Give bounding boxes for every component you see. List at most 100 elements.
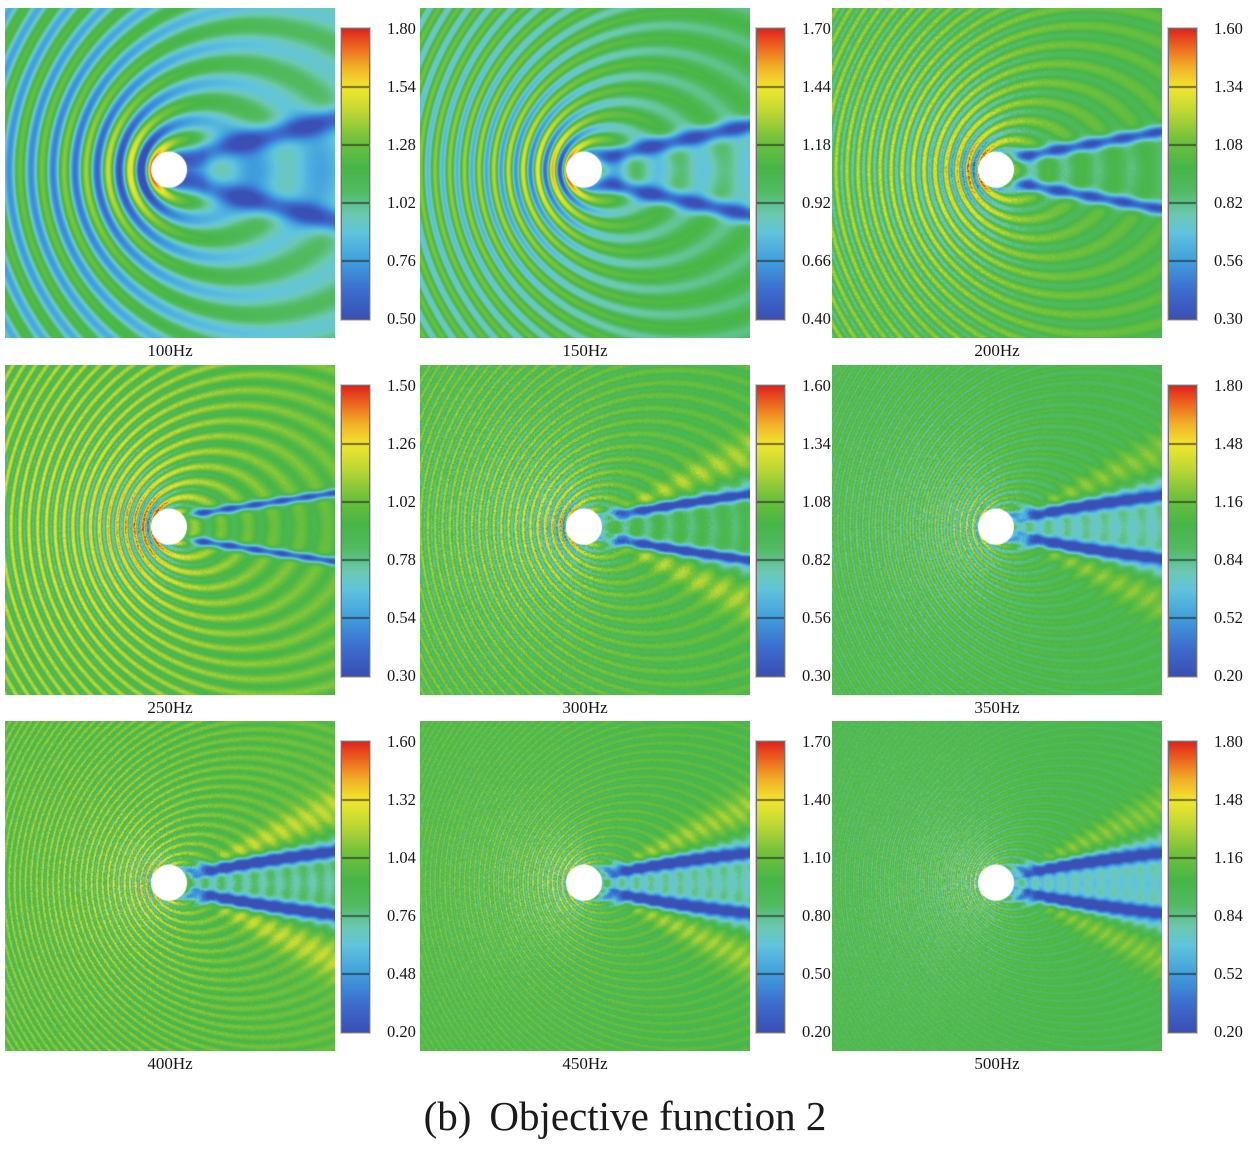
colorbar-gradient bbox=[1167, 384, 1198, 678]
colorbar-tick-label: 1.34 bbox=[802, 434, 831, 453]
field-heatmap bbox=[5, 8, 335, 338]
colorbar-tick-label: 0.30 bbox=[1214, 309, 1243, 328]
colorbar-tick-label: 1.28 bbox=[387, 135, 416, 154]
subplot-frequency-label: 100Hz bbox=[147, 341, 193, 360]
field-heatmap bbox=[420, 8, 750, 338]
colorbar: 1.80 1.48 1.16 0.84 0.52 0.20 bbox=[1167, 733, 1246, 1041]
colorbar-tick-label: 1.04 bbox=[387, 848, 416, 867]
colorbar-tick-label: 1.02 bbox=[387, 492, 416, 511]
colorbar-tick-label: 0.54 bbox=[387, 608, 416, 627]
colorbar-tick-label: 1.60 bbox=[802, 376, 831, 395]
colorbar: 1.60 1.34 1.08 0.82 0.56 0.30 bbox=[1167, 20, 1246, 328]
colorbar-tick-label: 0.20 bbox=[1214, 666, 1243, 685]
subplot-frequency-label: 300Hz bbox=[562, 698, 608, 717]
colorbar-gradient bbox=[1167, 27, 1198, 321]
subplot-100hz: 1.80 1.54 1.28 1.02 0.76 0.50 100Hz bbox=[5, 8, 419, 366]
colorbar-tick-label: 1.80 bbox=[1214, 732, 1243, 751]
colorbar-tick-label: 1.08 bbox=[1214, 135, 1243, 154]
colorbar-tick-label: 1.16 bbox=[1214, 492, 1243, 511]
colorbar-tick-label: 0.52 bbox=[1214, 964, 1243, 983]
colorbar: 1.60 1.34 1.08 0.82 0.56 0.30 bbox=[755, 377, 834, 685]
colorbar-tick-label: 0.48 bbox=[387, 964, 416, 983]
subplot-450hz: 1.70 1.40 1.10 0.80 0.50 0.20 450Hz bbox=[420, 721, 834, 1079]
colorbar-tick-label: 0.82 bbox=[1214, 193, 1243, 212]
subplot-frequency-label: 150Hz bbox=[562, 341, 608, 360]
field-heatmap bbox=[420, 365, 750, 695]
subplot-frequency-label: 200Hz bbox=[974, 341, 1020, 360]
figure-caption: (b) Objective function 2 bbox=[0, 1092, 1250, 1140]
colorbar-tick-label: 1.48 bbox=[1214, 434, 1243, 453]
colorbar-tick-label: 0.50 bbox=[802, 964, 831, 983]
field-heatmap bbox=[420, 721, 750, 1051]
colorbar-tick-label: 1.70 bbox=[802, 19, 831, 38]
subplot-300hz: 1.60 1.34 1.08 0.82 0.56 0.30 300Hz bbox=[420, 365, 834, 723]
field-heatmap bbox=[832, 8, 1162, 338]
colorbar: 1.60 1.32 1.04 0.76 0.48 0.20 bbox=[340, 733, 419, 1041]
colorbar-tick-label: 1.26 bbox=[387, 434, 416, 453]
subplot-frequency-label: 250Hz bbox=[147, 698, 193, 717]
subplot-frequency-label: 500Hz bbox=[974, 1054, 1020, 1073]
field-heatmap bbox=[5, 365, 335, 695]
colorbar-tick-label: 1.32 bbox=[387, 790, 416, 809]
colorbar-tick-label: 0.84 bbox=[1214, 550, 1243, 569]
colorbar-gradient bbox=[755, 740, 786, 1034]
colorbar-tick-label: 0.56 bbox=[802, 608, 831, 627]
caption-text: Objective function 2 bbox=[489, 1093, 827, 1139]
colorbar-tick-label: 1.40 bbox=[802, 790, 831, 809]
colorbar-tick-label: 0.92 bbox=[802, 193, 831, 212]
colorbar-tick-label: 0.52 bbox=[1214, 608, 1243, 627]
subplot-frequency-label: 350Hz bbox=[974, 698, 1020, 717]
subplot-500hz: 1.80 1.48 1.16 0.84 0.52 0.20 500Hz bbox=[832, 721, 1246, 1079]
colorbar-tick-label: 0.56 bbox=[1214, 251, 1243, 270]
subplot-350hz: 1.80 1.48 1.16 0.84 0.52 0.20 350Hz bbox=[832, 365, 1246, 723]
field-heatmap bbox=[832, 365, 1162, 695]
caption-index: (b) bbox=[423, 1093, 472, 1139]
colorbar-tick-label: 0.66 bbox=[802, 251, 831, 270]
colorbar-tick-label: 1.60 bbox=[387, 732, 416, 751]
colorbar-tick-label: 0.20 bbox=[387, 1022, 416, 1041]
colorbar-tick-label: 1.18 bbox=[802, 135, 831, 154]
colorbar-tick-label: 1.16 bbox=[1214, 848, 1243, 867]
colorbar: 1.80 1.54 1.28 1.02 0.76 0.50 bbox=[340, 20, 419, 328]
subplot-200hz: 1.60 1.34 1.08 0.82 0.56 0.30 200Hz bbox=[832, 8, 1246, 366]
colorbar-tick-label: 1.60 bbox=[1214, 19, 1243, 38]
colorbar-tick-label: 1.44 bbox=[802, 77, 831, 96]
colorbar-tick-label: 1.50 bbox=[387, 376, 416, 395]
colorbar-gradient bbox=[340, 27, 371, 321]
colorbar: 1.50 1.26 1.02 0.78 0.54 0.30 bbox=[340, 377, 419, 685]
colorbar-tick-label: 1.34 bbox=[1214, 77, 1243, 96]
subplot-150hz: 1.70 1.44 1.18 0.92 0.66 0.40 150Hz bbox=[420, 8, 834, 366]
colorbar-gradient bbox=[340, 384, 371, 678]
colorbar-tick-label: 0.84 bbox=[1214, 906, 1243, 925]
colorbar-gradient bbox=[1167, 740, 1198, 1034]
colorbar-tick-label: 1.10 bbox=[802, 848, 831, 867]
subplot-frequency-label: 400Hz bbox=[147, 1054, 193, 1073]
colorbar-tick-label: 1.80 bbox=[1214, 376, 1243, 395]
subplot-400hz: 1.60 1.32 1.04 0.76 0.48 0.20 400Hz bbox=[5, 721, 419, 1079]
colorbar-tick-label: 0.20 bbox=[1214, 1022, 1243, 1041]
field-heatmap bbox=[5, 721, 335, 1051]
colorbar-tick-label: 0.40 bbox=[802, 309, 831, 328]
colorbar-tick-label: 1.48 bbox=[1214, 790, 1243, 809]
colorbar-gradient bbox=[340, 740, 371, 1034]
colorbar-tick-label: 1.08 bbox=[802, 492, 831, 511]
field-heatmap bbox=[832, 721, 1162, 1051]
colorbar-tick-label: 0.50 bbox=[387, 309, 416, 328]
colorbar-gradient bbox=[755, 27, 786, 321]
colorbar-tick-label: 0.20 bbox=[802, 1022, 831, 1041]
colorbar-tick-label: 0.76 bbox=[387, 906, 416, 925]
colorbar-tick-label: 1.80 bbox=[387, 19, 416, 38]
colorbar-tick-label: 0.30 bbox=[802, 666, 831, 685]
colorbar: 1.70 1.44 1.18 0.92 0.66 0.40 bbox=[755, 20, 834, 328]
colorbar-tick-label: 0.82 bbox=[802, 550, 831, 569]
colorbar-tick-label: 0.78 bbox=[387, 550, 416, 569]
colorbar: 1.80 1.48 1.16 0.84 0.52 0.20 bbox=[1167, 377, 1246, 685]
colorbar-tick-label: 1.70 bbox=[802, 732, 831, 751]
colorbar-tick-label: 0.76 bbox=[387, 251, 416, 270]
colorbar-tick-label: 0.80 bbox=[802, 906, 831, 925]
colorbar-tick-label: 0.30 bbox=[387, 666, 416, 685]
subplot-frequency-label: 450Hz bbox=[562, 1054, 608, 1073]
subplot-250hz: 1.50 1.26 1.02 0.78 0.54 0.30 250Hz bbox=[5, 365, 419, 723]
colorbar: 1.70 1.40 1.10 0.80 0.50 0.20 bbox=[755, 733, 834, 1041]
